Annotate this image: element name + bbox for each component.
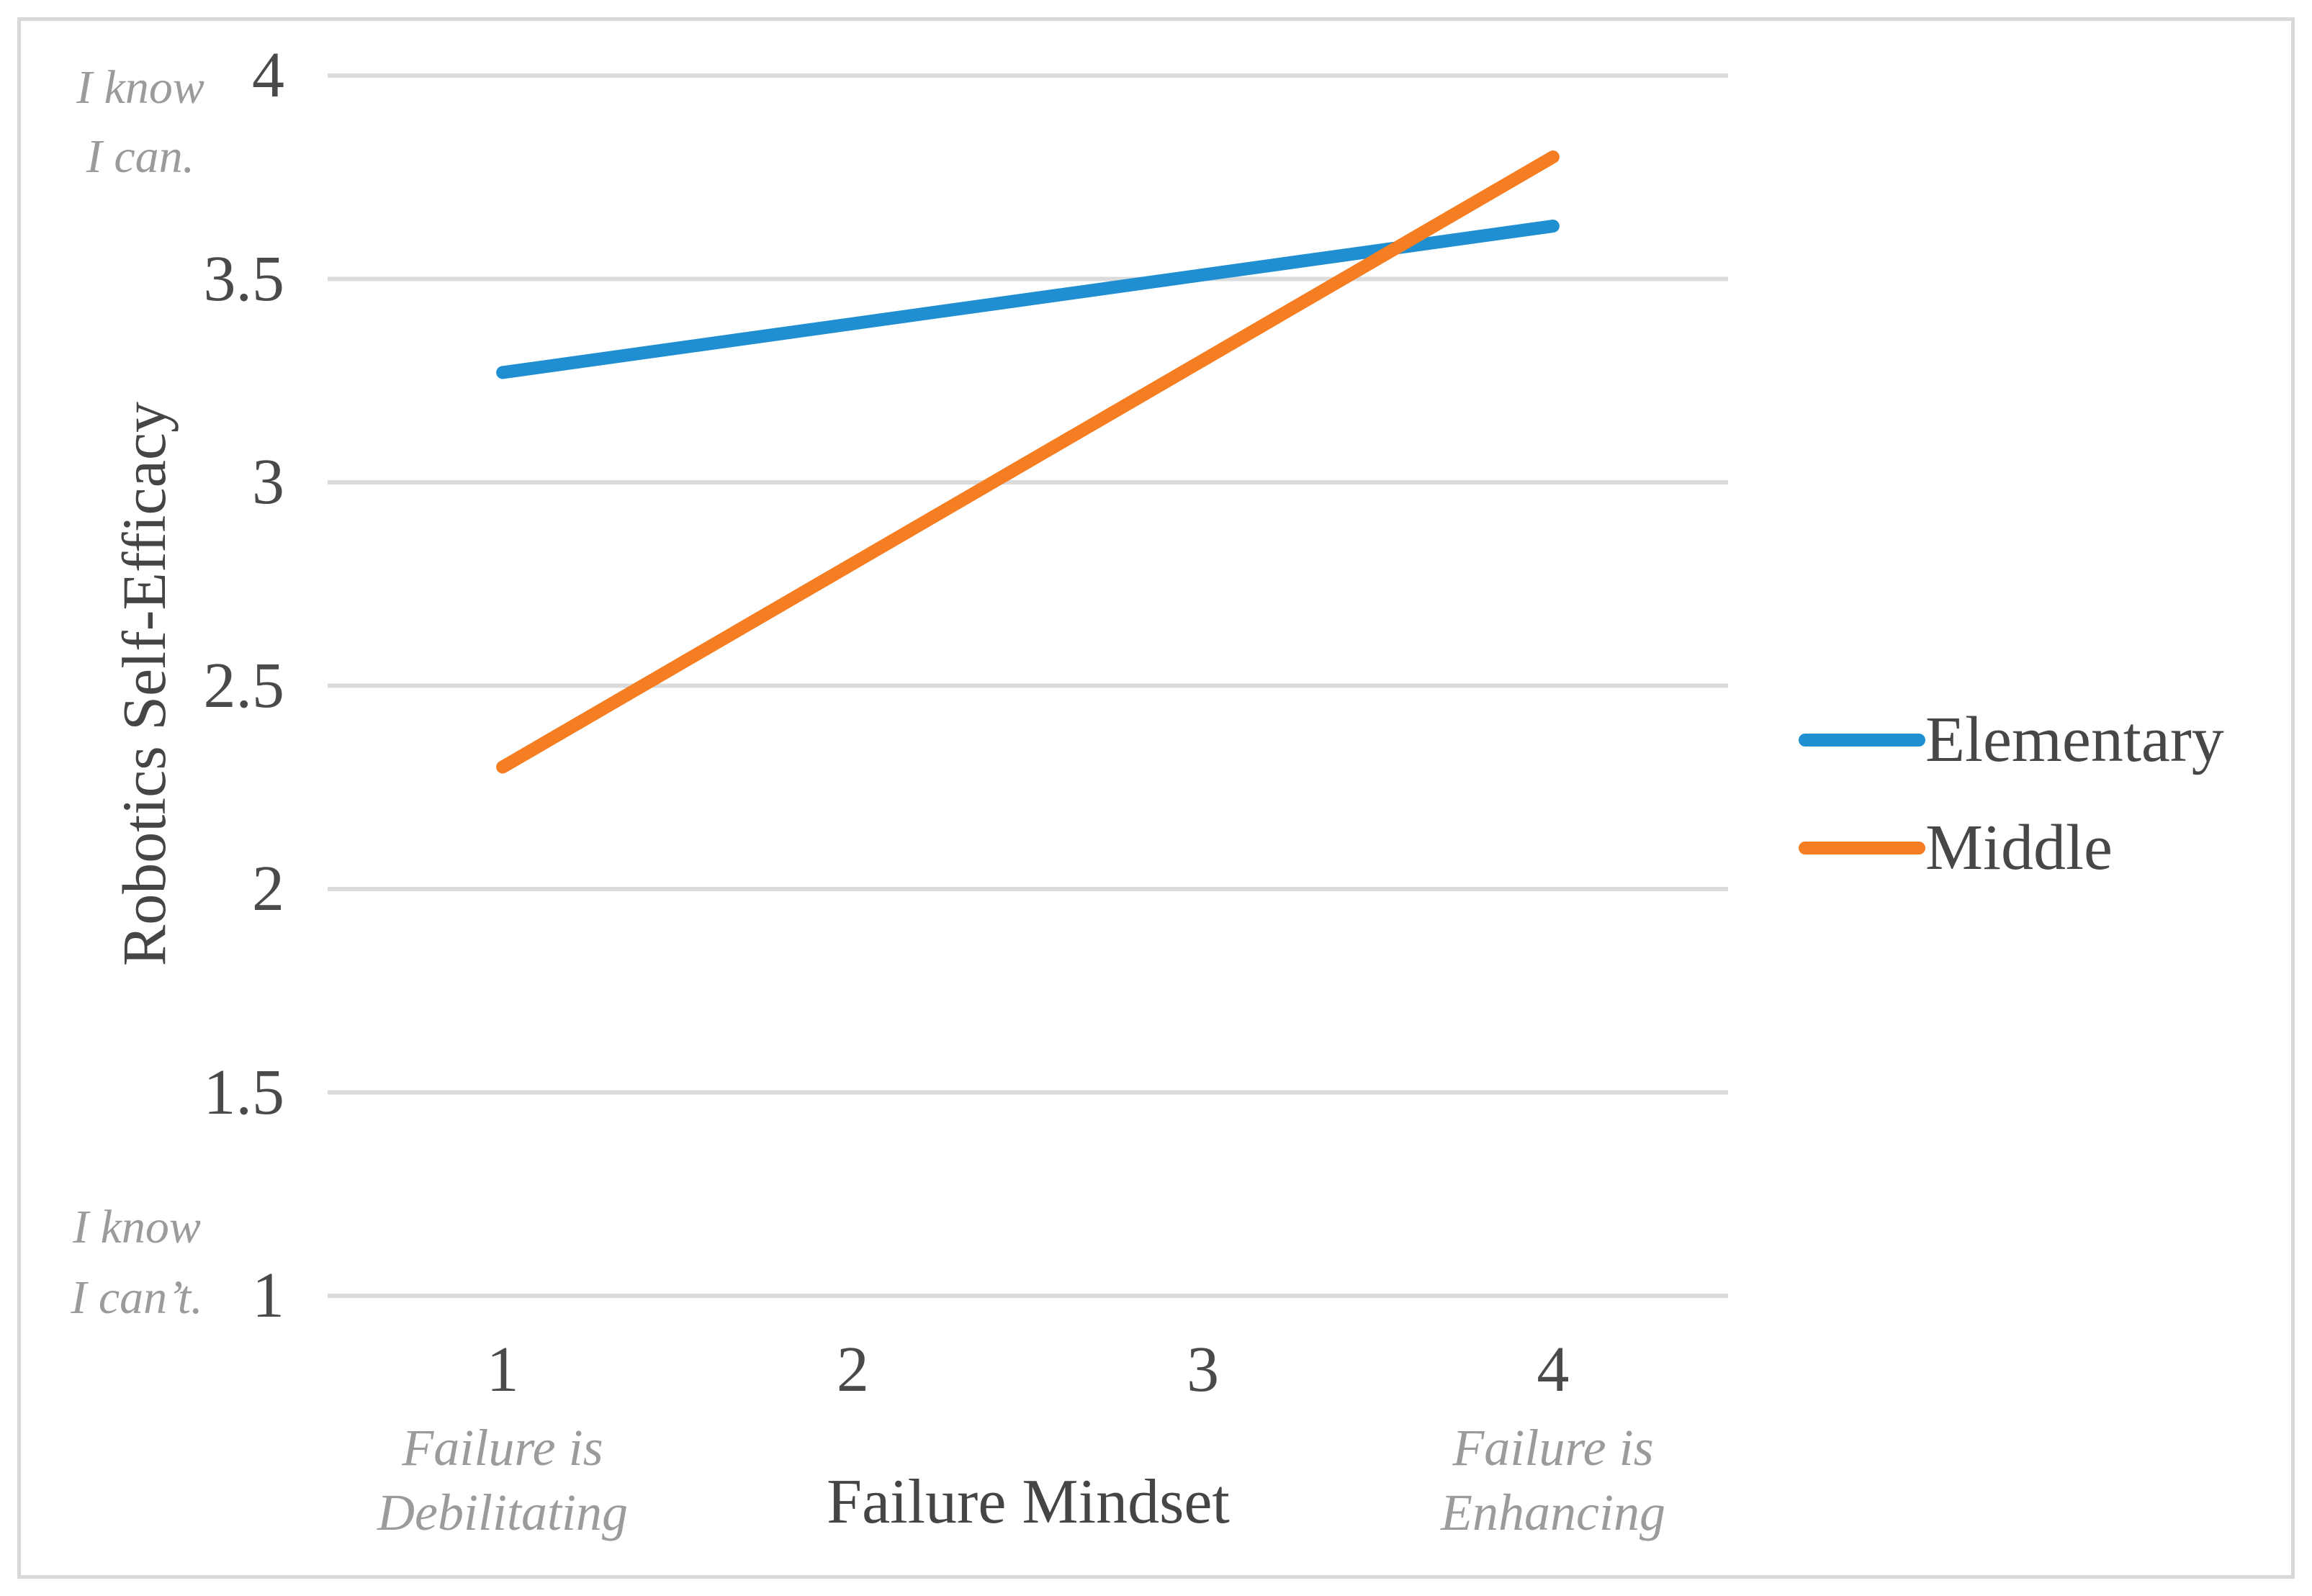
middle-line-swatch xyxy=(1799,842,1925,855)
x-tick-label: 2 xyxy=(836,1334,869,1405)
series-line-middle xyxy=(496,150,1560,774)
legend-label: Elementary xyxy=(1925,704,2224,775)
annotation-line: I can. xyxy=(86,130,195,183)
y-tick-label: 3 xyxy=(252,446,284,518)
x-axis-right-annotation: Failure is Enhancing xyxy=(1373,1415,1733,1545)
annotation-line: Debilitating xyxy=(377,1484,628,1541)
y-tick-label: 4 xyxy=(252,40,284,111)
series-line-elementary xyxy=(496,220,1560,379)
y-axis-bottom-annotation: I know I can’t. xyxy=(29,1192,245,1333)
y-tick-label: 3.5 xyxy=(203,243,285,315)
y-axis-title: Robotics Self-Efficacy xyxy=(109,401,179,967)
x-axis-title: Failure Mindset xyxy=(827,1467,1230,1537)
chart-frame xyxy=(17,17,2295,1579)
y-tick-label: 1 xyxy=(252,1260,284,1331)
x-tick-label: 3 xyxy=(1187,1334,1220,1405)
annotation-line: Failure is xyxy=(1452,1419,1654,1476)
annotation-line: I know xyxy=(76,61,204,114)
x-tick-label: 4 xyxy=(1537,1334,1570,1405)
legend-item-elementary: Elementary xyxy=(1799,705,2224,775)
annotation-line: Failure is xyxy=(402,1419,603,1476)
y-tick-label: 2 xyxy=(252,853,284,924)
annotation-line: I can’t. xyxy=(71,1271,203,1324)
y-tick-label: 2.5 xyxy=(203,649,285,721)
elementary-line-swatch xyxy=(1799,734,1925,747)
annotation-line: Enhancing xyxy=(1441,1484,1665,1541)
annotation-line: I know xyxy=(73,1201,201,1253)
x-axis-left-annotation: Failure is Debilitating xyxy=(323,1415,683,1545)
y-tick-label: 1.5 xyxy=(203,1056,285,1128)
y-axis-top-annotation: I know I can. xyxy=(36,53,245,191)
x-tick-label: 1 xyxy=(486,1334,519,1405)
legend-label: Middle xyxy=(1925,812,2113,883)
legend-item-middle: Middle xyxy=(1799,813,2113,883)
